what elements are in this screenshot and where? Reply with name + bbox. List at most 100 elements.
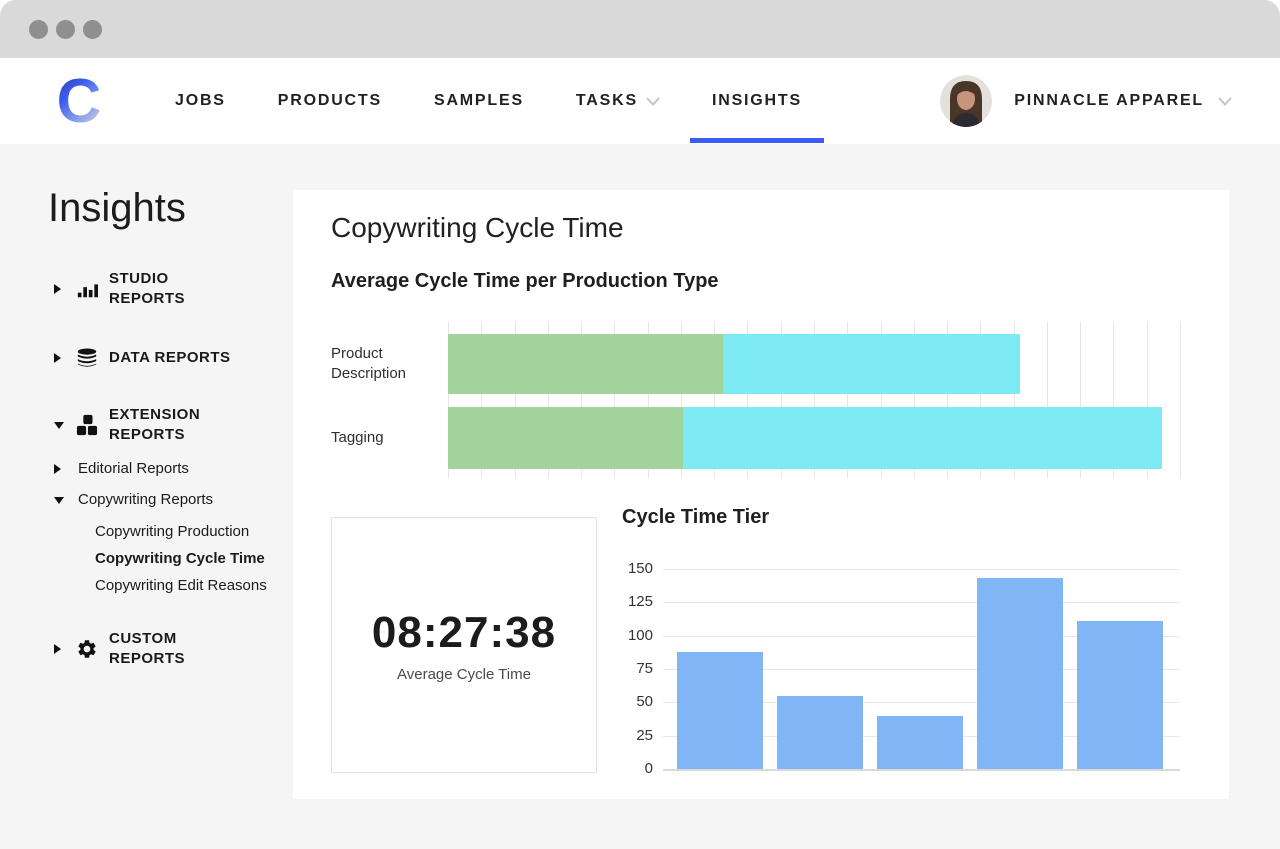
gridline — [714, 322, 716, 478]
gridline — [614, 322, 616, 478]
y-axis-tick-label: 0 — [644, 760, 653, 777]
gridline — [1180, 322, 1181, 478]
nav-item-label: INSIGHTS — [711, 92, 802, 109]
y-axis-tick-label: 75 — [636, 660, 653, 677]
sidebar-item-copywriting-edit-reasons[interactable]: Copywriting Edit Reasons — [95, 577, 267, 594]
sidebar-item-copywriting-production[interactable]: Copywriting Production — [95, 523, 250, 540]
gridline — [663, 769, 1180, 771]
page-content: Insights STUDIO REPORTS — [0, 144, 1280, 849]
hbar-chart-plot — [448, 322, 1181, 478]
y-axis-tick-label: 50 — [636, 693, 653, 711]
gridline — [663, 602, 1180, 604]
gridline — [663, 635, 1180, 637]
hbar-row-labels: Product Description Tagging — [331, 322, 441, 478]
window-control-dot-1[interactable] — [29, 19, 48, 39]
nav-item-jobs[interactable]: JOBS — [153, 58, 248, 144]
collapse-arrow-icon — [54, 464, 61, 474]
sidebar-item-data-reports[interactable]: DATA REPORTS — [48, 347, 293, 369]
sidebar-item-copywriting-reports[interactable]: Copywriting Reports — [48, 490, 293, 510]
gridline — [663, 669, 1180, 670]
gridline — [880, 322, 882, 478]
gridline — [514, 322, 516, 478]
chevron-down-icon — [1218, 96, 1232, 106]
gridline — [980, 322, 982, 478]
bar-segment — [448, 407, 683, 469]
bar — [977, 578, 1063, 769]
user-avatar — [940, 75, 993, 127]
bar-segment — [448, 334, 724, 394]
gridline — [780, 322, 782, 478]
avatar-face — [957, 88, 976, 110]
expand-arrow-icon — [54, 421, 64, 429]
stacked-bar — [448, 407, 1180, 469]
nav-item-tasks[interactable]: TASKS — [554, 58, 682, 144]
gridline — [913, 322, 915, 478]
sidebar-item-label: DATA REPORTS — [109, 349, 231, 366]
collapse-arrow-icon — [54, 644, 61, 654]
nav-item-label: JOBS — [175, 92, 226, 109]
sidebar-item-custom-reports[interactable]: CUSTOM REPORTS — [48, 629, 293, 669]
gridline — [1113, 322, 1115, 478]
stacked-bar — [448, 334, 1180, 394]
sidebar-item-editorial-reports[interactable]: Editorial Reports — [48, 459, 293, 479]
top-navbar: C JOBS PRODUCTS SAMPLES TASKS INSIGHTS — [0, 58, 1280, 144]
column-chart-plot: 0 25 50 75 100 125 150 — [599, 559, 1180, 777]
collapse-arrow-icon — [54, 353, 61, 363]
blocks-icon — [76, 414, 100, 436]
nav-item-products[interactable]: PRODUCTS — [256, 58, 404, 144]
logo-letter: C — [57, 72, 102, 132]
collapse-arrow-icon — [54, 284, 61, 294]
bar — [877, 715, 963, 769]
gridline — [663, 569, 1180, 570]
nav-item-samples[interactable]: SAMPLES — [412, 58, 546, 144]
stat-value: 08:27:38 — [371, 607, 557, 657]
gridline — [1146, 322, 1148, 478]
window-titlebar — [0, 0, 1280, 58]
nav-item-label: SAMPLES — [433, 92, 524, 109]
sidebar-item-label: EXTENSION REPORTS — [109, 406, 201, 443]
sidebar-title: Insights — [48, 186, 186, 230]
stat-label: Average Cycle Time — [397, 665, 531, 683]
y-axis-tick-label: 100 — [627, 626, 653, 644]
account-name: PINNACLE APPAREL — [1014, 92, 1204, 109]
bar — [777, 695, 863, 769]
nav-item-insights[interactable]: INSIGHTS — [689, 58, 824, 144]
average-cycle-time-card: 08:27:38 Average Cycle Time — [331, 517, 597, 773]
y-axis-tick-label: 25 — [636, 726, 653, 744]
gridline — [680, 322, 682, 478]
database-icon — [76, 347, 100, 369]
hbar-row-label: Product Description — [331, 345, 407, 382]
gridline — [747, 322, 749, 478]
bar-segment — [682, 407, 1162, 469]
sidebar-item-studio-reports[interactable]: STUDIO REPORTS — [48, 269, 293, 309]
bar-segment — [723, 334, 1020, 394]
sidebar-item-label: Editorial Reports — [78, 460, 189, 477]
gridline — [814, 322, 815, 478]
expand-arrow-icon — [54, 496, 64, 504]
gear-icon — [76, 638, 100, 660]
bar-chart-icon — [76, 278, 100, 300]
y-axis-tick-label: 150 — [627, 560, 653, 577]
window-control-dot-2[interactable] — [56, 19, 75, 39]
sidebar-item-extension-reports[interactable]: EXTENSION REPORTS — [48, 405, 293, 445]
primary-nav: JOBS PRODUCTS SAMPLES TASKS INSIGHTS — [153, 58, 824, 144]
gridline — [947, 322, 949, 478]
sidebar-item-copywriting-cycle-time[interactable]: Copywriting Cycle Time — [95, 550, 265, 567]
nav-item-label: PRODUCTS — [277, 92, 382, 109]
nav-item-label: TASKS — [575, 92, 638, 109]
window-control-dot-3[interactable] — [83, 19, 102, 39]
account-menu[interactable]: PINNACLE APPAREL — [940, 58, 1232, 144]
gridline — [448, 322, 449, 478]
sidebar-item-label: Copywriting Reports — [78, 491, 214, 508]
report-card: Copywriting Cycle Time Average Cycle Tim… — [293, 190, 1229, 799]
gridline — [481, 322, 483, 478]
insights-sidebar: Insights STUDIO REPORTS — [0, 144, 293, 669]
gridline — [847, 322, 849, 478]
sidebar-item-label: CUSTOM REPORTS — [109, 630, 186, 667]
bar — [1077, 621, 1163, 769]
gridline — [1013, 322, 1015, 478]
gridline — [1046, 322, 1048, 478]
brand-logo[interactable]: C — [50, 67, 108, 136]
copywriting-reports-sublist: Copywriting Production Copywriting Cycle… — [95, 518, 293, 599]
